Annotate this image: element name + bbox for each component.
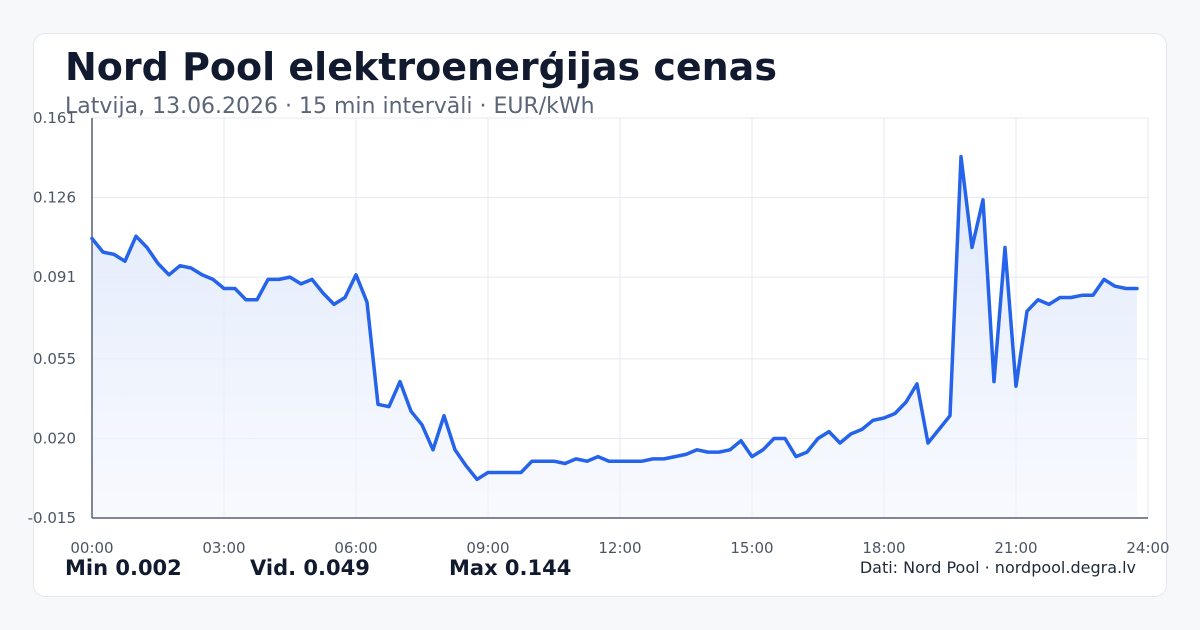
page-subtitle: Latvija, 13.06.2026 · 15 min intervāli ·… bbox=[65, 94, 595, 119]
x-tick-label: 03:00 bbox=[202, 539, 245, 557]
y-tick-label: 0.161 bbox=[33, 109, 76, 127]
x-tick-label: 15:00 bbox=[730, 539, 773, 557]
axis-layer bbox=[91, 118, 1148, 519]
page-title: Nord Pool elektroenerģijas cenas bbox=[65, 45, 777, 89]
x-tick-label: 24:00 bbox=[1126, 539, 1169, 557]
stat-average: Vid. 0.049 bbox=[250, 556, 370, 580]
stat-max: Max 0.144 bbox=[449, 556, 572, 580]
area-layer bbox=[92, 156, 1137, 518]
y-tick-label: -0.015 bbox=[28, 509, 76, 527]
y-tick-label: 0.020 bbox=[33, 429, 76, 447]
y-tick-label: 0.091 bbox=[33, 268, 76, 286]
x-tick-label: 12:00 bbox=[598, 539, 641, 557]
x-tick-label: 18:00 bbox=[862, 539, 905, 557]
y-tick-label: 0.126 bbox=[33, 189, 76, 207]
series-line bbox=[90, 154, 1139, 482]
stat-min: Min 0.002 bbox=[65, 556, 182, 580]
data-source: Dati: Nord Pool · nordpool.degra.lv bbox=[859, 558, 1136, 577]
x-tick-label: 09:00 bbox=[466, 539, 509, 557]
x-tick-label: 21:00 bbox=[994, 539, 1037, 557]
label-layer: 0.161 0.126 0.091 0.055 0.020 -0.015 00:00 03:0… bbox=[28, 109, 1170, 557]
line-layer bbox=[90, 154, 1139, 482]
series-area bbox=[92, 156, 1137, 518]
y-tick-label: 0.055 bbox=[33, 350, 76, 368]
x-tick-label: 06:00 bbox=[334, 539, 377, 557]
x-tick-label: 00:00 bbox=[70, 539, 113, 557]
